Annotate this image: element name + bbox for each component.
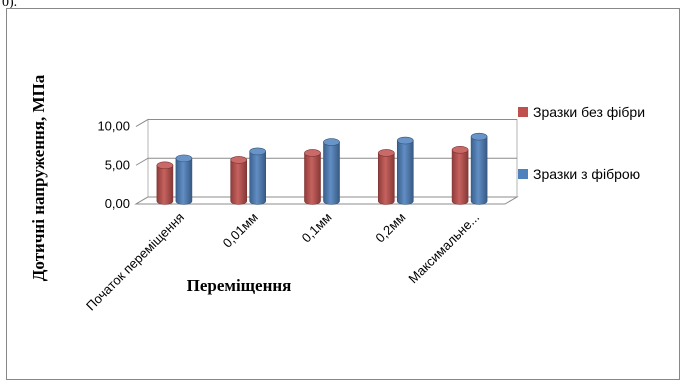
legend-swatch <box>518 107 528 117</box>
legend-label: Зразки з фіброю <box>533 166 640 182</box>
x-axis-title: Переміщення <box>187 276 292 295</box>
bar-without-fiber <box>304 152 321 205</box>
bar-without-fiber <box>156 165 174 205</box>
bar-without-fiber <box>378 152 395 205</box>
bar-top <box>396 136 414 145</box>
bar-without-fiber <box>230 159 247 205</box>
bar-with-fiber <box>249 151 266 205</box>
x-tick-label: 0,1мм <box>299 209 335 245</box>
bar-top <box>470 132 488 141</box>
gridline <box>135 119 517 127</box>
bar-with-fiber <box>323 141 340 205</box>
bar-top <box>323 138 340 146</box>
bar-top <box>249 147 267 156</box>
x-tick-label: 0,01мм <box>220 209 261 250</box>
bar-with-fiber <box>175 158 193 205</box>
bar-top <box>156 161 174 170</box>
x-tick-label: Максимальне... <box>405 210 482 287</box>
x-tick-label: Початок переміщення <box>83 210 187 314</box>
legend-label: Зразки без фібри <box>533 104 645 120</box>
bar-top <box>175 154 193 163</box>
bar-top <box>377 149 395 157</box>
y-tick-label: 0,00 <box>105 196 130 211</box>
legend-swatch <box>518 169 528 179</box>
x-tick-label: 0,2мм <box>372 209 408 245</box>
y-tick-label: 5,00 <box>105 157 130 172</box>
y-axis-title: Дотичні напруження, МПа <box>29 74 48 281</box>
top-text-fragment: 0). <box>2 0 17 10</box>
bar-with-fiber <box>397 140 414 205</box>
bar-without-fiber <box>451 149 469 205</box>
bar-with-fiber <box>470 136 488 205</box>
bar-top <box>230 156 247 164</box>
bar-top <box>451 146 469 154</box>
y-tick-label: 10,00 <box>97 119 130 134</box>
bar-top <box>304 149 321 157</box>
